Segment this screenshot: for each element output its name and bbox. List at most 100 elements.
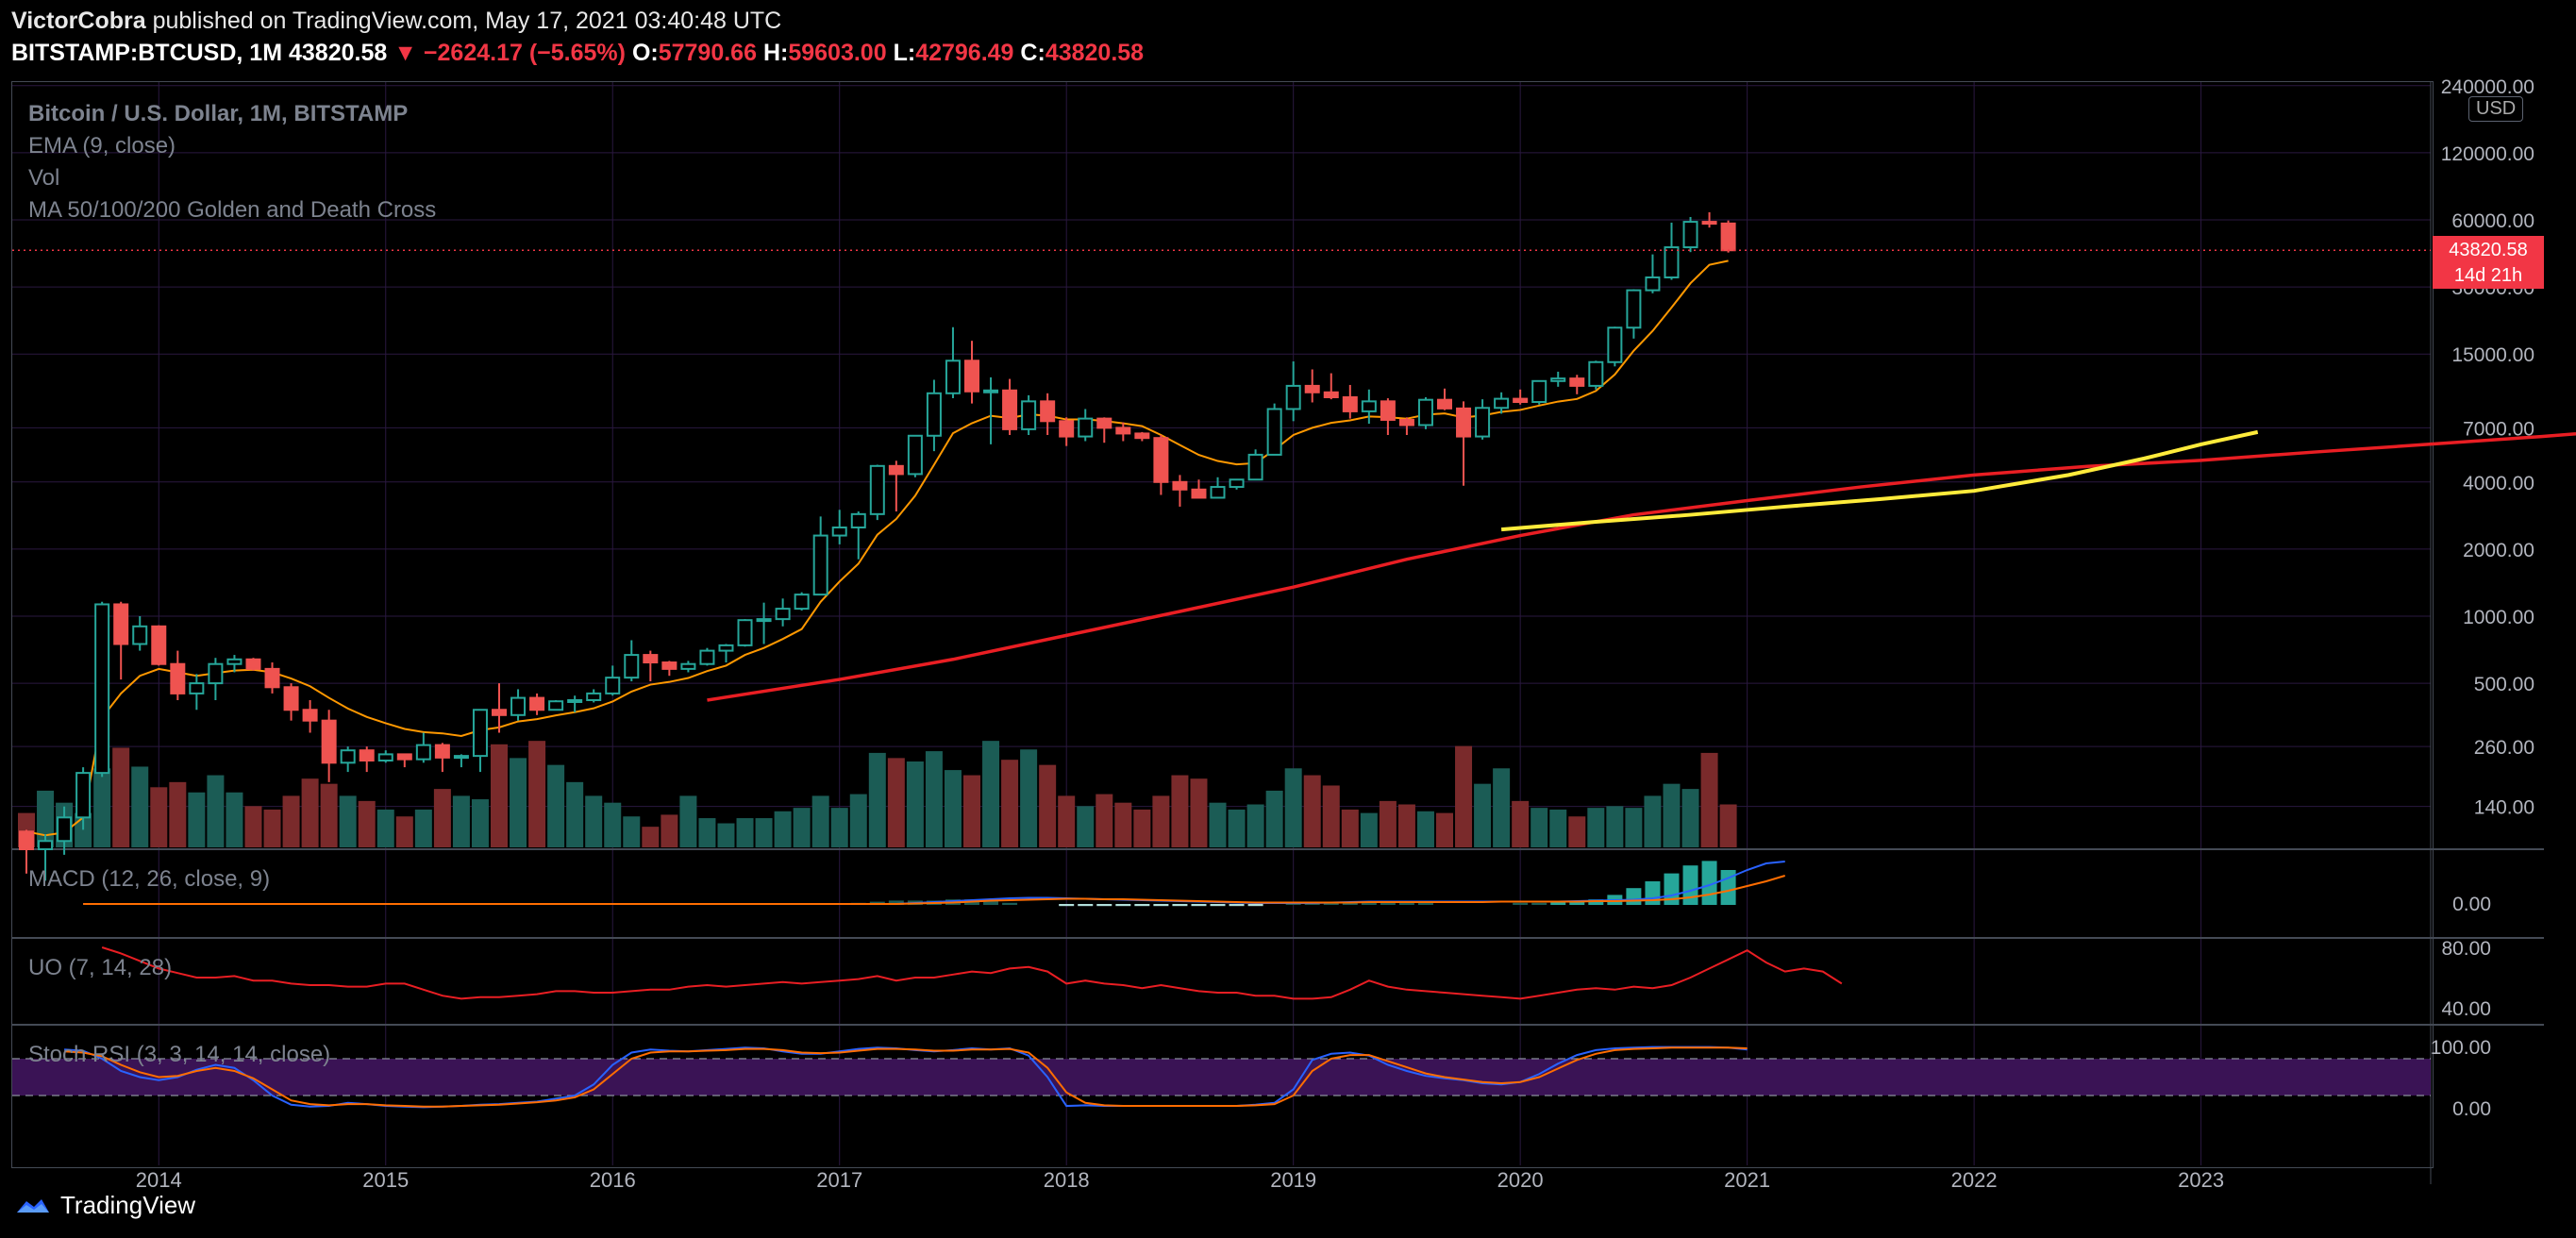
volume-bar (1209, 802, 1227, 847)
candle-body (699, 649, 715, 665)
volume-bar (1719, 804, 1737, 847)
macd-histogram-bar (983, 900, 999, 905)
volume-bar (1096, 794, 1113, 847)
legend-main-series[interactable]: Bitcoin / U.S. Dollar, 1M, BITSTAMP (28, 101, 409, 126)
volume-bar (1190, 778, 1208, 847)
macd-axis-label: 0.00 (2452, 894, 2491, 915)
macd-histogram-bar (1229, 904, 1245, 907)
volume-bar (1360, 812, 1378, 847)
stoch-axis-label: 0.00 (2452, 1098, 2491, 1120)
macd-histogram-bar (1002, 902, 1018, 905)
volume-bar (736, 818, 754, 847)
author-name[interactable]: VictorCobra (11, 8, 146, 34)
candle-body (1210, 486, 1226, 499)
symbol-name[interactable]: BITSTAMP:BTCUSD, 1M (11, 40, 283, 66)
volume-bar (1341, 809, 1359, 847)
candle-body (945, 360, 961, 394)
volume-bar (150, 787, 168, 847)
volume-bar (376, 809, 394, 847)
candle-body (718, 644, 734, 652)
x-tick-label: 2014 (136, 1168, 182, 1192)
currency-label[interactable]: USD (2468, 96, 2524, 122)
candle-body (775, 608, 791, 621)
candle-body (1475, 407, 1491, 438)
macd-histogram-bar (1191, 904, 1207, 907)
volume-bar (339, 795, 357, 847)
macd-histogram-bar (1361, 902, 1377, 905)
stoch-d-line (64, 1046, 1748, 1108)
volume-bar (244, 806, 262, 847)
candle-body (1720, 222, 1736, 252)
candle-body (359, 749, 375, 762)
candle-body (1115, 427, 1131, 435)
y-tick-label: 500.00 (2474, 674, 2534, 695)
legend-volume[interactable]: Vol (28, 165, 60, 191)
ema-line (25, 259, 1729, 837)
legend-uo[interactable]: UO (7, 14, 28) (28, 955, 173, 980)
volume-bar (982, 741, 1000, 847)
legend-macd[interactable]: MACD (12, 26, close, 9) (28, 866, 271, 892)
stoch-band (12, 1059, 2431, 1096)
x-tick-label: 2022 (1951, 1168, 1998, 1192)
candle-body (1682, 221, 1698, 249)
volume-bar (717, 823, 735, 847)
volume-bar (93, 768, 111, 847)
macd-line (83, 861, 1785, 905)
candle-body (1701, 221, 1717, 226)
candle-body (38, 840, 54, 851)
volume-bar (1416, 811, 1434, 847)
down-arrow-icon: ▼ (393, 40, 417, 66)
macd-histogram-bar (1172, 904, 1188, 907)
x-tick-label: 2021 (1724, 1168, 1770, 1192)
tradingview-logo-icon (17, 1198, 49, 1213)
candle-body (1607, 326, 1623, 363)
volume-bar (358, 800, 376, 847)
volume-bar (1663, 783, 1681, 847)
volume-bar (452, 795, 470, 847)
volume-bar (1512, 800, 1530, 847)
volume-bar (320, 783, 338, 847)
macd-histogram-bar (1153, 904, 1169, 907)
volume-bar (1020, 749, 1038, 847)
volume-bar (830, 808, 848, 847)
brand-name[interactable]: TradingView (60, 1191, 196, 1219)
x-tick-label: 2019 (1270, 1168, 1316, 1192)
volume-bar (925, 751, 943, 847)
macd-histogram-bar (1380, 902, 1396, 905)
candle-body (245, 658, 261, 670)
x-tick-label: 2018 (1044, 1168, 1090, 1192)
ma-yellow-line (1500, 429, 2259, 532)
legend-ema[interactable]: EMA (9, close) (28, 133, 176, 159)
macd-histogram-bar (1513, 902, 1529, 905)
volume-bar (944, 770, 962, 847)
volume-bar (1171, 775, 1189, 847)
legend-ma-cross[interactable]: MA 50/100/200 Golden and Death Cross (28, 197, 437, 223)
macd-histogram-bar (1247, 904, 1263, 907)
volume-bar (510, 758, 527, 847)
volume-bar (1531, 808, 1548, 847)
candle-body (737, 619, 753, 646)
volume-bar (585, 795, 603, 847)
volume-bar (698, 818, 716, 847)
publish-header: VictorCobra published on TradingView.com… (11, 8, 781, 35)
candle-body (1626, 289, 1642, 329)
candle-body (170, 662, 186, 694)
y-tick-label: 120000.00 (2441, 143, 2534, 165)
candle-body (1134, 432, 1150, 440)
legend-stoch-rsi[interactable]: Stoch RSI (3, 3, 14, 14, close) (28, 1042, 331, 1067)
candle-body (1417, 398, 1433, 427)
volume-bar (1625, 808, 1643, 847)
candle-body (1645, 276, 1661, 292)
volume-bar (1436, 812, 1453, 847)
macd-histogram-bar (1417, 902, 1433, 905)
candle-body (1513, 397, 1529, 404)
open-value: 57790.66 (658, 40, 757, 66)
candle-body (264, 667, 280, 689)
x-tick-label: 2015 (362, 1168, 409, 1192)
symbol-header: BITSTAMP:BTCUSD, 1M 43820.58 ▼ −2624.17 … (11, 40, 1144, 67)
open-label: O: (631, 40, 659, 66)
chart-area[interactable] (11, 81, 2434, 1168)
ma-red-line (707, 432, 2576, 702)
candle-body (1021, 400, 1037, 430)
